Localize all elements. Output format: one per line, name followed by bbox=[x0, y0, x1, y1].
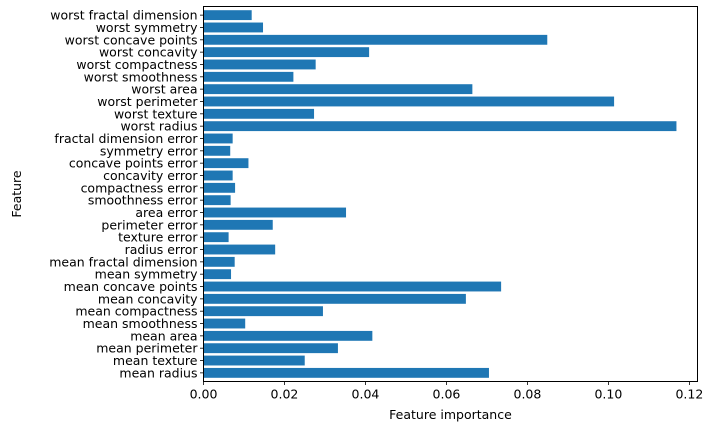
bar-smoothness-error bbox=[203, 195, 231, 206]
y-tick-label: perimeter error bbox=[101, 217, 198, 232]
y-tick-label: worst concavity bbox=[99, 45, 198, 60]
x-tick-label: 0.10 bbox=[594, 387, 622, 402]
y-tick-label: mean radius bbox=[119, 365, 197, 380]
bar-radius-error bbox=[203, 244, 276, 255]
bar-mean-fractal-dimension bbox=[203, 256, 235, 267]
bar-mean-concavity bbox=[203, 293, 466, 304]
y-tick-label: worst symmetry bbox=[96, 20, 198, 35]
y-tick-label: mean texture bbox=[113, 353, 198, 368]
bar-worst-area bbox=[203, 84, 473, 95]
bar-mean-radius bbox=[203, 367, 489, 378]
bar-worst-perimeter bbox=[203, 96, 615, 107]
bar-perimeter-error bbox=[203, 219, 273, 230]
y-tick-label: worst concave points bbox=[65, 32, 198, 47]
plot-frame bbox=[203, 6, 698, 382]
x-tick-label: 0.08 bbox=[514, 387, 542, 402]
bar-fractal-dimension-error bbox=[203, 133, 233, 144]
y-axis-label: Feature bbox=[9, 170, 24, 218]
x-tick-label: 0.12 bbox=[675, 387, 703, 402]
bar-compactness-error bbox=[203, 182, 236, 193]
bar-worst-symmetry bbox=[203, 22, 264, 33]
bar-worst-concavity bbox=[203, 47, 370, 58]
y-tick-label: mean symmetry bbox=[95, 267, 198, 282]
bar-mean-concave-points bbox=[203, 281, 502, 292]
y-tick-label: mean perimeter bbox=[96, 341, 198, 356]
bar-texture-error bbox=[203, 232, 229, 243]
bar-worst-fractal-dimension bbox=[203, 10, 252, 21]
bar-mean-texture bbox=[203, 355, 305, 366]
x-ticks-group: 0.00 0.02 0.04 0.06 0.08 0.10 0.12 bbox=[190, 381, 703, 402]
bar-worst-radius bbox=[203, 121, 677, 132]
y-tick-label: compactness error bbox=[81, 180, 199, 195]
x-tick-label: 0.00 bbox=[190, 387, 218, 402]
y-tick-label: symmetry error bbox=[100, 143, 198, 158]
y-tick-label: concavity error bbox=[103, 168, 198, 183]
x-tick-label: 0.02 bbox=[271, 387, 299, 402]
y-tick-label: worst texture bbox=[114, 106, 198, 121]
y-tick-label: mean fractal dimension bbox=[49, 254, 197, 269]
y-tick-label: radius error bbox=[125, 242, 199, 257]
y-tick-label: fractal dimension error bbox=[54, 131, 198, 146]
bar-worst-smoothness bbox=[203, 71, 294, 82]
y-tick-label: worst radius bbox=[120, 119, 197, 134]
y-tick-label: worst compactness bbox=[76, 57, 197, 72]
y-tick-label: mean area bbox=[130, 328, 197, 343]
bar-worst-concave-points bbox=[203, 34, 548, 45]
y-tick-label: smoothness error bbox=[88, 193, 199, 208]
bar-concave-points-error bbox=[203, 158, 249, 169]
y-tick-label: worst area bbox=[131, 82, 197, 97]
bar-mean-symmetry bbox=[203, 269, 232, 280]
y-tick-label: concave points error bbox=[69, 156, 199, 171]
y-tick-label: mean smoothness bbox=[83, 316, 198, 331]
y-tick-label: mean concave points bbox=[64, 279, 198, 294]
y-tick-label: texture error bbox=[118, 230, 198, 245]
bar-symmetry-error bbox=[203, 145, 231, 156]
bar-concavity-error bbox=[203, 170, 233, 181]
bar-mean-smoothness bbox=[203, 318, 246, 329]
y-tick-label: worst perimeter bbox=[97, 94, 198, 109]
bar-mean-compactness bbox=[203, 306, 323, 317]
y-tick-label: mean concavity bbox=[98, 291, 198, 306]
bar-mean-area bbox=[203, 330, 373, 341]
x-tick-label: 0.06 bbox=[433, 387, 461, 402]
bar-area-error bbox=[203, 207, 347, 218]
bar-mean-perimeter bbox=[203, 343, 338, 354]
y-tick-label: worst fractal dimension bbox=[50, 8, 197, 23]
bar-worst-compactness bbox=[203, 59, 316, 70]
bar-worst-texture bbox=[203, 108, 315, 119]
x-axis-label: Feature importance bbox=[389, 407, 512, 422]
bars-group bbox=[203, 10, 677, 378]
y-tick-label: area error bbox=[135, 205, 198, 220]
x-tick-label: 0.04 bbox=[352, 387, 380, 402]
y-tick-label: mean compactness bbox=[75, 304, 197, 319]
y-tick-label: worst smoothness bbox=[84, 69, 198, 84]
